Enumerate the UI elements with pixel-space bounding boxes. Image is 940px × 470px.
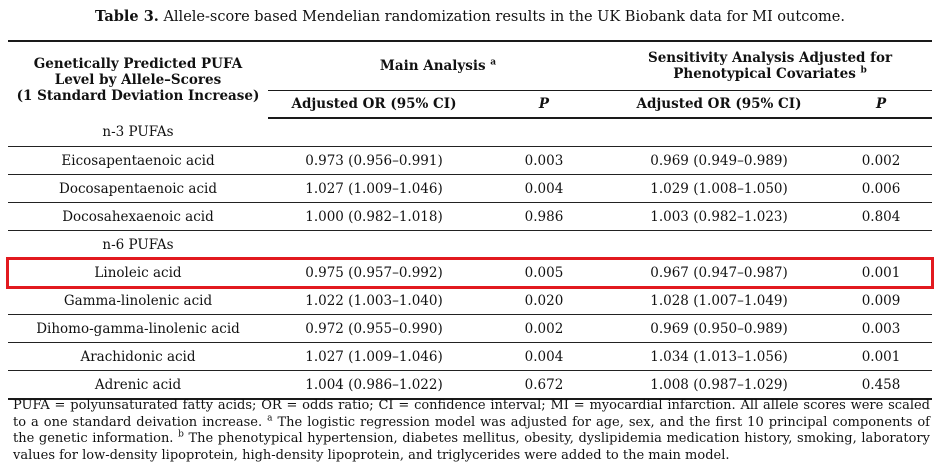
footnote-main-model-note: The logistic regression model was adjust… bbox=[13, 414, 930, 447]
or-main-value: 1.027 (1.009–1.046) bbox=[268, 342, 480, 371]
row-label: Docosahexaenoic acid bbox=[8, 202, 268, 231]
row-label: Docosapentaenoic acid bbox=[8, 174, 268, 203]
table-caption-label: Table 3. bbox=[94, 8, 159, 25]
p-sensitivity-value: 0.001 bbox=[830, 342, 933, 371]
col-header-or-sensitivity: Adjusted OR (95% CI) bbox=[608, 90, 831, 119]
row-label: Eicosapentaenoic acid bbox=[8, 146, 268, 175]
section-label: n-6 PUFAs bbox=[8, 230, 268, 259]
or-sensitivity-value: 1.029 (1.008–1.050) bbox=[608, 174, 831, 203]
table-row-docosapentaenoic-acid: Docosapentaenoic acid 1.027 (1.009–1.046… bbox=[8, 174, 933, 203]
section-row-n6-pufas: n-6 PUFAs bbox=[8, 230, 933, 259]
row-label: Adrenic acid bbox=[94, 376, 182, 393]
p-sensitivity-value: 0.003 bbox=[830, 314, 933, 343]
mendelian-randomization-table: Genetically Predicted PUFA Level by Alle… bbox=[5, 40, 935, 400]
footnote-abbreviations: PUFA = polyunsaturated fatty acids; OR =… bbox=[13, 398, 930, 430]
col-header-or-main: Adjusted OR (95% CI) bbox=[268, 90, 480, 119]
p-sensitivity-value: 0.009 bbox=[830, 286, 933, 315]
or-main-value: 1.004 (0.986–1.022) bbox=[305, 376, 443, 393]
row-label: Linoleic acid bbox=[8, 258, 268, 287]
table-footnote: PUFA = polyunsaturated fatty acids; OR =… bbox=[13, 398, 930, 464]
or-main-value: 1.022 (1.003–1.040) bbox=[268, 286, 480, 315]
table-row-eicosapentaenoic-acid: Eicosapentaenoic acid 0.973 (0.956–0.991… bbox=[8, 146, 933, 175]
col-header-line1: Genetically Predicted PUFA bbox=[33, 56, 243, 72]
col-header-line3: (1 Standard Deviation Increase) bbox=[16, 88, 260, 104]
or-sensitivity-value: 1.003 (0.982–1.023) bbox=[608, 202, 831, 231]
or-main-value: 1.027 (1.009–1.046) bbox=[268, 174, 480, 203]
group-header-sensitivity-analysis: Sensitivity Analysis Adjusted for Phenot… bbox=[608, 41, 933, 91]
or-main-value: 0.973 (0.956–0.991) bbox=[268, 146, 480, 175]
or-sensitivity-value: 1.028 (1.007–1.049) bbox=[608, 286, 831, 315]
p-sensitivity-value: 0.002 bbox=[830, 146, 933, 175]
p-main-value: 0.986 bbox=[480, 202, 609, 231]
table-row-arachidonic-acid: Arachidonic acid 1.027 (1.009–1.046) 0.0… bbox=[8, 342, 933, 371]
footnote-sensitivity-note: The phenotypical hypertension, diabetes … bbox=[13, 431, 930, 463]
p-main-value: 0.002 bbox=[480, 314, 609, 343]
p-sensitivity-value: 0.804 bbox=[830, 202, 933, 231]
table-caption-text: Allele-score based Mendelian randomizati… bbox=[158, 9, 845, 25]
or-sensitivity-value: 0.967 (0.947–0.987) bbox=[608, 258, 831, 287]
or-sensitivity-value: 1.034 (1.013–1.056) bbox=[608, 342, 831, 371]
p-main-value: 0.005 bbox=[480, 258, 609, 287]
group-header-main-analysis: Main Analysis a bbox=[268, 41, 609, 91]
footnote-marker-a: a bbox=[267, 413, 273, 424]
p-main-value: 0.004 bbox=[480, 174, 609, 203]
p-main-value: 0.672 bbox=[524, 376, 564, 393]
p-main-value: 0.020 bbox=[480, 286, 609, 315]
or-sensitivity-value: 0.969 (0.949–0.989) bbox=[608, 146, 831, 175]
or-main-value: 0.972 (0.955–0.990) bbox=[268, 314, 480, 343]
header-sub-row: Adjusted OR (95% CI) P Adjusted OR (95% … bbox=[8, 90, 933, 119]
or-main-value: 1.000 (0.982–1.018) bbox=[268, 202, 480, 231]
p-sensitivity-value: 0.001 bbox=[830, 258, 933, 287]
or-sensitivity-value: 1.008 (0.987–1.029) bbox=[650, 376, 788, 393]
p-main-value: 0.004 bbox=[480, 342, 609, 371]
section-label: n-3 PUFAs bbox=[8, 118, 268, 147]
table-row-gamma-linolenic-acid: Gamma-linolenic acid 1.022 (1.003–1.040)… bbox=[8, 286, 933, 315]
table-row-docosahexaenoic-acid: Docosahexaenoic acid 1.000 (0.982–1.018)… bbox=[8, 202, 933, 231]
or-sensitivity-value: 0.969 (0.950–0.989) bbox=[608, 314, 831, 343]
p-sensitivity-value: 0.458 bbox=[861, 376, 901, 393]
footnote-marker-b: b bbox=[860, 65, 867, 76]
table-caption: Table 3. Allele-score based Mendelian ra… bbox=[0, 8, 940, 26]
header-group-row: Genetically Predicted PUFA Level by Alle… bbox=[8, 41, 933, 104]
row-label: Gamma-linolenic acid bbox=[8, 286, 268, 315]
p-sensitivity-value: 0.006 bbox=[830, 174, 933, 203]
col-header-pufa-level: Genetically Predicted PUFA Level by Alle… bbox=[8, 41, 268, 118]
or-main-value: 0.975 (0.957–0.992) bbox=[268, 258, 480, 287]
col-header-p-sensitivity: P bbox=[830, 90, 933, 119]
highlighted-row-linoleic-acid: Linoleic acid 0.975 (0.957–0.992) 0.005 … bbox=[5, 256, 935, 289]
p-main-value: 0.003 bbox=[480, 146, 609, 175]
section-row-n3-pufas: n-3 PUFAs bbox=[8, 118, 933, 147]
col-header-line2: Level by Allele–Scores bbox=[54, 72, 222, 88]
table-row-dihomo-gamma-linolenic-acid: Dihomo-gamma-linolenic acid 0.972 (0.955… bbox=[8, 314, 933, 343]
footnote-marker-b: b bbox=[178, 429, 184, 440]
table-row-adrenic-acid: Adrenic acid 1.004 (0.986–1.022) 0.672 1… bbox=[8, 371, 932, 400]
col-header-p-main: P bbox=[480, 90, 609, 119]
row-label: Arachidonic acid bbox=[8, 342, 268, 371]
footnote-marker-a: a bbox=[490, 57, 497, 68]
row-label: Dihomo-gamma-linolenic acid bbox=[8, 314, 268, 343]
